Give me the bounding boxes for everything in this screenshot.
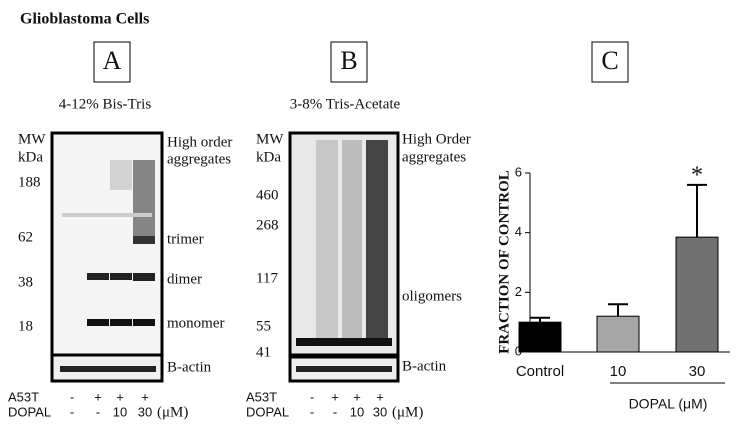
bar xyxy=(675,236,719,353)
y-tick-label: 2 xyxy=(515,284,522,299)
y-tick-label: 6 xyxy=(515,164,522,179)
band-label: aggregates xyxy=(402,149,466,165)
band-label: High Order xyxy=(402,131,471,147)
panel-letter: B xyxy=(340,46,357,75)
unit-label: (μM) xyxy=(392,404,423,420)
lane-label: - xyxy=(70,404,74,419)
letter-box xyxy=(330,41,368,83)
row-label: A53T xyxy=(246,389,277,404)
lane-label: + xyxy=(116,389,124,404)
mw-label: MW xyxy=(18,131,46,147)
y-tick-label: 0 xyxy=(515,343,522,358)
annotation: * xyxy=(691,162,703,188)
blot-b xyxy=(288,131,400,383)
lane-label: - xyxy=(96,404,100,419)
panel-letter: A xyxy=(103,46,122,75)
lane-label: 30 xyxy=(373,404,387,419)
letter-box xyxy=(93,41,131,83)
mw-label: 188 xyxy=(18,174,41,190)
lane-label: + xyxy=(353,389,361,404)
lane-label: - xyxy=(310,389,314,404)
mw-label: MW xyxy=(256,131,284,147)
y-axis-label: FRACTION OF CONTROL xyxy=(496,170,512,354)
lane-label: - xyxy=(70,389,74,404)
mw-label: 18 xyxy=(18,318,33,334)
mw-label: 41 xyxy=(256,344,271,360)
lane-label: + xyxy=(141,389,149,404)
mw-label: kDa xyxy=(18,149,43,165)
x-axis-label: DOPAL (μM) xyxy=(629,396,708,412)
band-label: High order xyxy=(167,134,232,150)
bar xyxy=(518,321,562,353)
row-label: DOPAL xyxy=(8,404,51,419)
blot-a xyxy=(50,131,164,383)
band-label: trimer xyxy=(167,231,204,247)
x-tick-label: Control xyxy=(516,363,564,380)
x-tick-label: 10 xyxy=(610,363,627,380)
unit-label: (μM) xyxy=(157,404,188,420)
band-label: aggregates xyxy=(167,151,231,167)
lane-label: + xyxy=(376,389,384,404)
band-label: dimer xyxy=(167,271,202,287)
band-label: oligomers xyxy=(402,288,462,304)
band-label: B-actin xyxy=(167,359,212,375)
lane-label: - xyxy=(310,404,314,419)
lane-label: - xyxy=(333,404,337,419)
panel-letter: C xyxy=(601,46,618,75)
panel-subtitle: 3-8% Tris-Acetate xyxy=(290,96,401,112)
lane-label: 10 xyxy=(113,404,127,419)
row-label: DOPAL xyxy=(246,404,289,419)
band-label: monomer xyxy=(167,315,225,331)
mw-label: 62 xyxy=(18,229,33,245)
row-label: A53T xyxy=(8,389,39,404)
lane-label: + xyxy=(94,389,102,404)
lane-label: + xyxy=(331,389,339,404)
mw-label: 460 xyxy=(256,187,279,203)
figure-title: Glioblastoma Cells xyxy=(20,11,149,28)
lane-label: 30 xyxy=(138,404,152,419)
lane-label: 10 xyxy=(350,404,364,419)
letter-box xyxy=(591,41,629,83)
panel-subtitle: 4-12% Bis-Tris xyxy=(59,96,152,112)
mw-label: 55 xyxy=(256,318,271,334)
bar xyxy=(596,315,640,353)
y-tick-label: 4 xyxy=(515,224,522,239)
mw-label: 268 xyxy=(256,217,279,233)
x-tick-label: 30 xyxy=(689,363,706,380)
mw-label: kDa xyxy=(256,149,281,165)
band-label: B-actin xyxy=(402,358,447,374)
mw-label: 117 xyxy=(256,270,278,286)
mw-label: 38 xyxy=(18,274,33,290)
